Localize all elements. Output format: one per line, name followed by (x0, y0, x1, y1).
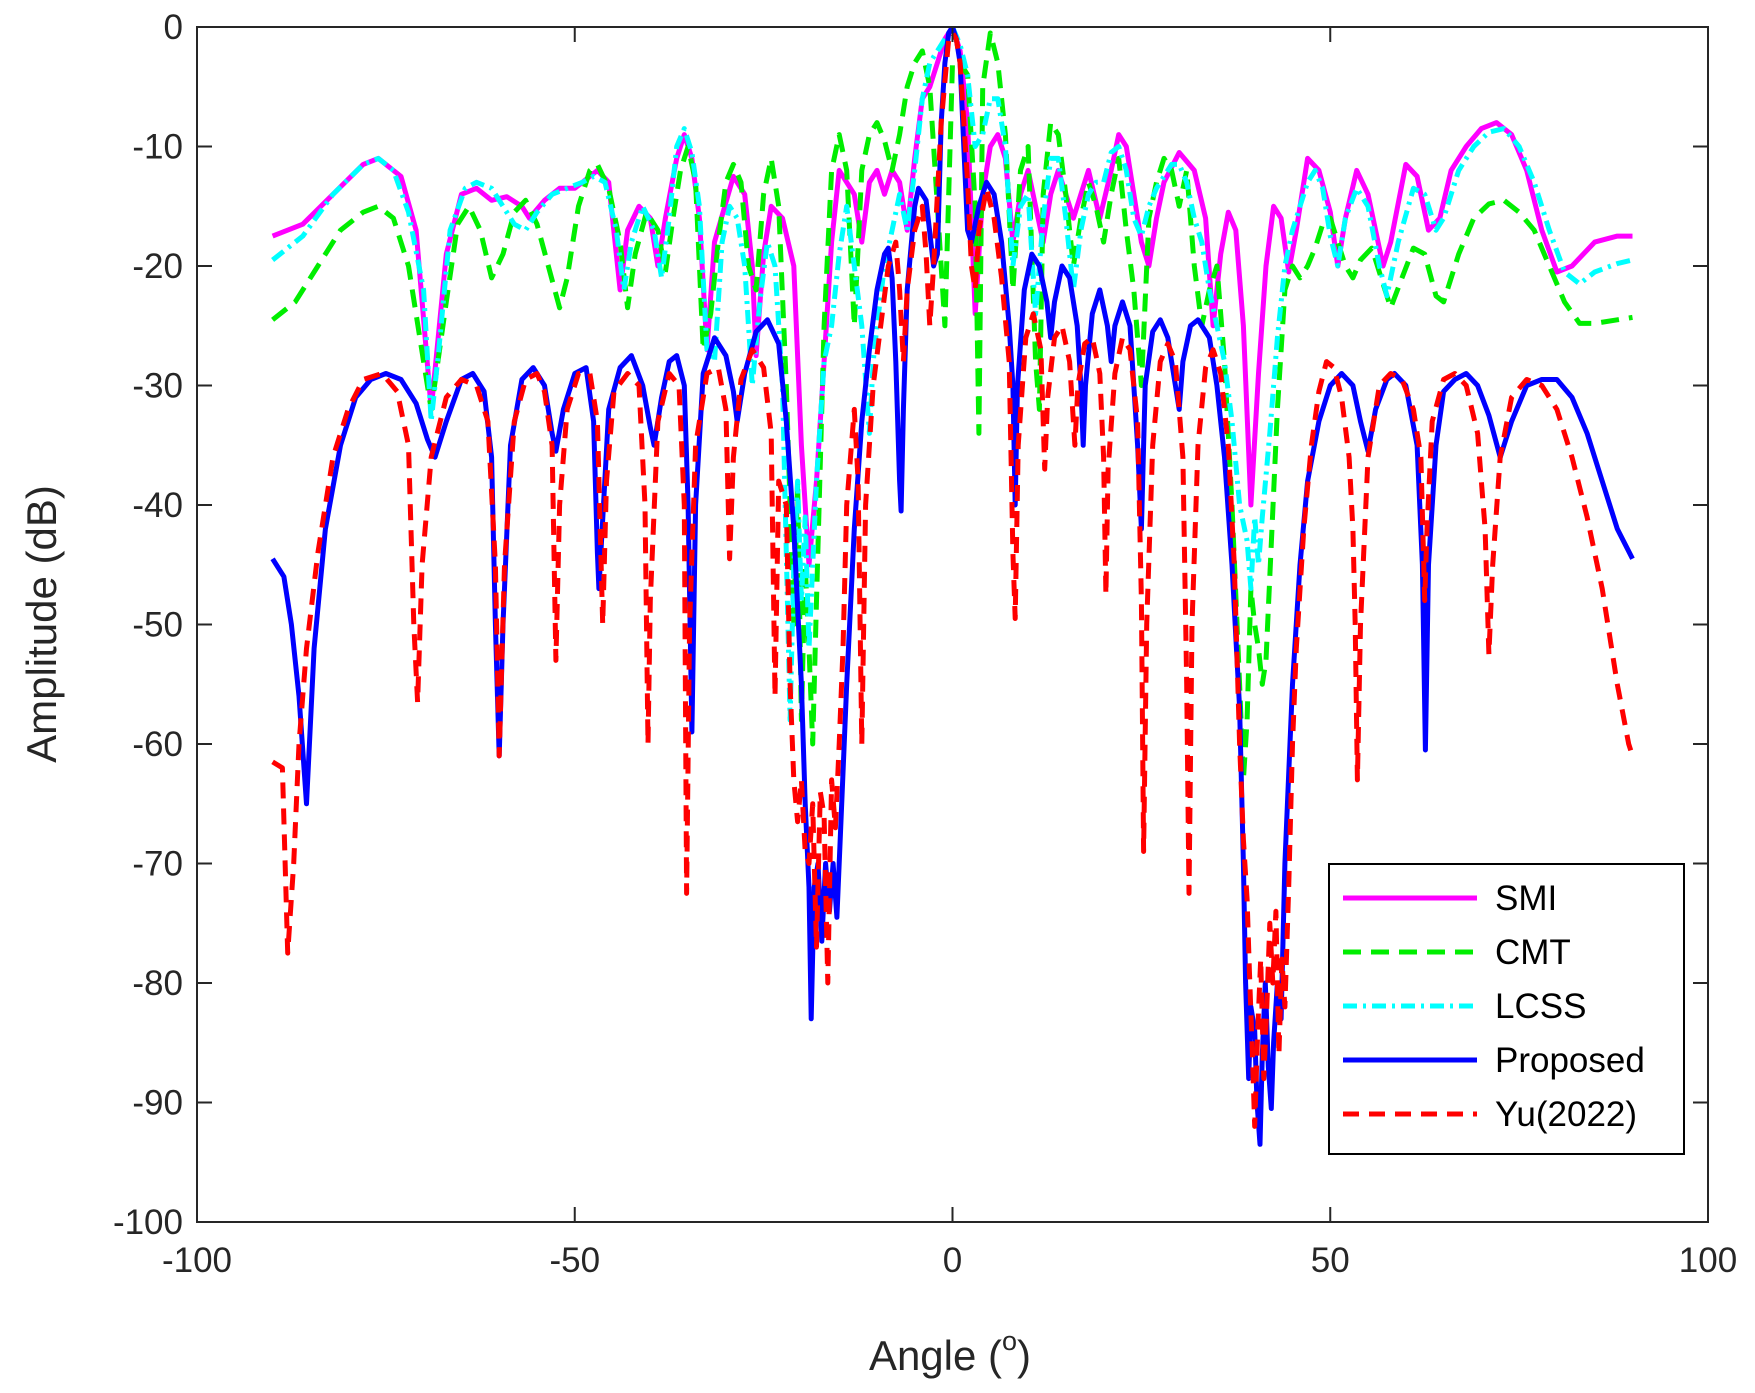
y-tick-label: -20 (132, 247, 183, 286)
legend: SMI CMT LCSS Proposed Yu(2022) (1328, 863, 1685, 1155)
x-axis-title-sup: o (1002, 1326, 1017, 1356)
y-tick-label: -50 (132, 606, 183, 645)
y-axis-title: Amplitude (dB) (18, 485, 65, 763)
x-axis-title-main: Angle ( (869, 1332, 1002, 1379)
ticks-layer: -100 -50 0 50 100 0 -10 -20 -30 -40 -50 -60 -70 -80 -9… (113, 8, 1737, 1280)
x-tick-label: 0 (943, 1241, 962, 1280)
y-tick-label: -70 (132, 845, 183, 884)
x-axis-title: Angle (o) (869, 1326, 1031, 1379)
legend-label: Proposed (1495, 1041, 1645, 1080)
legend-label: LCSS (1495, 987, 1586, 1026)
y-tick-label: -80 (132, 964, 183, 1003)
y-tick-label: -30 (132, 367, 183, 406)
legend-label: CMT (1495, 933, 1571, 972)
y-tick-label: -10 (132, 128, 183, 167)
series-line-lcss (271, 27, 1634, 723)
y-tick-label: -60 (132, 725, 183, 764)
legend-box (1328, 863, 1685, 1155)
legend-label: SMI (1495, 879, 1557, 918)
series-layer (270, 27, 1635, 1147)
x-tick-label: -100 (162, 1241, 232, 1280)
y-tick-label: -40 (132, 486, 183, 525)
y-tick-label: -90 (132, 1084, 183, 1123)
legend-label: Yu(2022) (1495, 1095, 1637, 1134)
x-axis-title-end: ) (1017, 1332, 1031, 1379)
x-tick-label: -50 (549, 1241, 600, 1280)
x-tick-label: 50 (1311, 1241, 1350, 1280)
x-tick-label: 100 (1679, 1241, 1737, 1280)
legend-items: SMI CMT LCSS Proposed Yu(2022) (1343, 879, 1645, 1134)
series-line-yu-2022 (271, 30, 1635, 1129)
y-tick-label: -100 (113, 1203, 183, 1242)
y-tick-label: 0 (164, 8, 183, 47)
